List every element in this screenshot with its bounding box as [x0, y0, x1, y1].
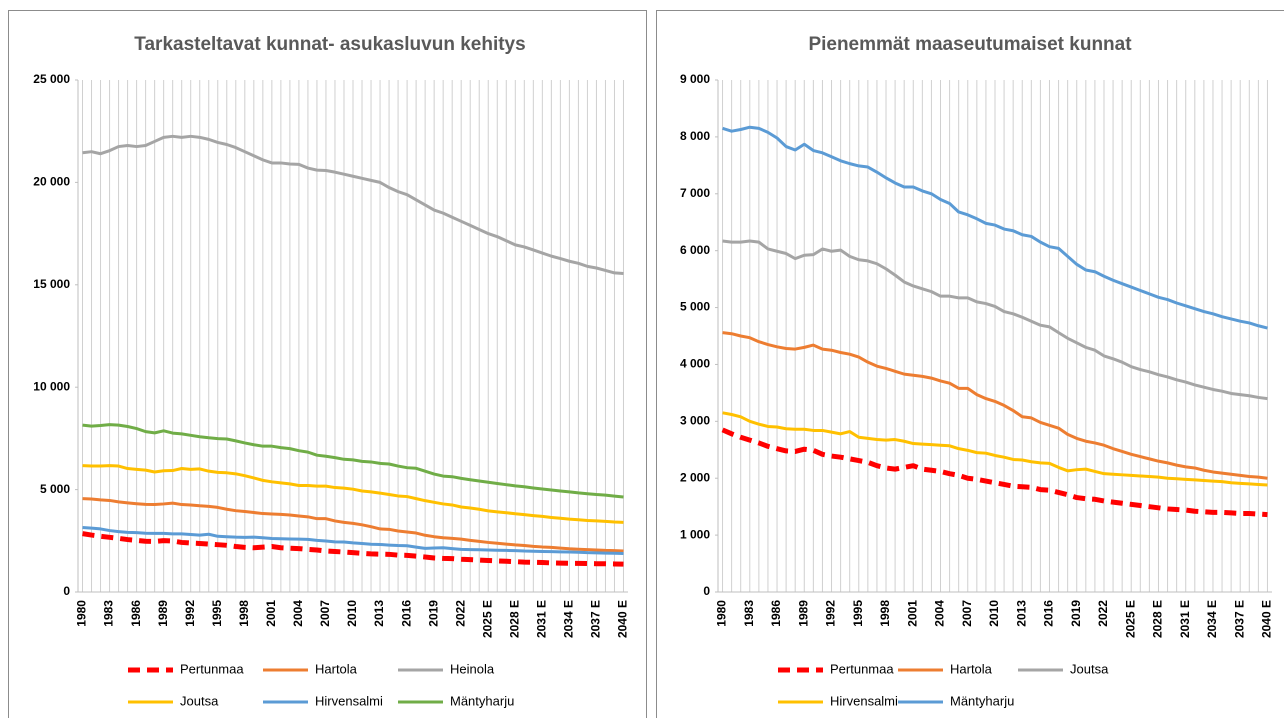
- x-tick-label: 1983: [102, 600, 116, 627]
- x-tick-label: 2001: [905, 600, 919, 627]
- series-line: [82, 423, 624, 499]
- y-tick-label: 5 000: [680, 300, 710, 314]
- x-tick-label: 2016: [399, 600, 413, 627]
- x-tick-label: 2010: [987, 600, 1001, 627]
- x-tick-label: 2040 E: [1260, 600, 1274, 638]
- legend-label: Mäntyharju: [450, 693, 514, 708]
- series-line: [82, 464, 624, 524]
- x-tick-label: 1980: [75, 600, 89, 627]
- y-tick-label: 6 000: [680, 243, 710, 257]
- x-tick-label: 1992: [183, 600, 197, 627]
- y-tick-label: 4 000: [680, 357, 710, 371]
- x-tick-label: 2016: [1042, 600, 1056, 627]
- x-tick-label: 1998: [237, 600, 251, 627]
- y-tick-label: 0: [703, 584, 710, 598]
- x-tick-label: 2004: [933, 600, 947, 627]
- x-tick-label: 1986: [769, 600, 783, 627]
- x-tick-label: 2007: [960, 600, 974, 627]
- legend-label: Pertunmaa: [180, 661, 244, 676]
- y-tick-label: 25 000: [33, 72, 70, 86]
- x-tick-label: 2001: [264, 600, 278, 627]
- y-tick-label: 8 000: [680, 129, 710, 143]
- legend-label: Joutsa: [180, 693, 219, 708]
- x-tick-label: 1998: [878, 600, 892, 627]
- x-tick-label: 2019: [426, 600, 440, 627]
- x-tick-label: 1986: [129, 600, 143, 627]
- legend-label: Pertunmaa: [830, 661, 894, 676]
- x-tick-label: 2031 E: [1178, 600, 1192, 638]
- legend-label: Mäntyharju: [950, 693, 1014, 708]
- x-tick-label: 2025 E: [480, 600, 494, 638]
- x-tick-label: 2028 E: [1151, 600, 1165, 638]
- x-tick-label: 1983: [742, 600, 756, 627]
- x-tick-label: 1989: [796, 600, 810, 627]
- legend-label: Hirvensalmi: [830, 693, 898, 708]
- x-tick-label: 2031 E: [535, 600, 549, 638]
- y-tick-label: 0: [63, 584, 70, 598]
- series-line: [721, 427, 1268, 518]
- x-tick-label: 1995: [210, 600, 224, 627]
- legend-label: Hartola: [950, 661, 993, 676]
- x-tick-label: 1980: [715, 600, 729, 627]
- x-tick-label: 2004: [291, 600, 305, 627]
- y-tick-label: 20 000: [33, 175, 70, 189]
- series-line: [722, 239, 1268, 401]
- x-tick-label: 2022: [453, 600, 467, 627]
- x-tick-label: 2019: [1069, 600, 1083, 627]
- series-line: [722, 411, 1268, 487]
- x-tick-label: 2034 E: [1205, 600, 1219, 638]
- y-tick-label: 7 000: [680, 186, 710, 200]
- x-tick-label: 2040 E: [616, 600, 630, 638]
- x-tick-label: 2010: [345, 600, 359, 627]
- y-tick-label: 5 000: [40, 482, 70, 496]
- x-tick-label: 2013: [1014, 600, 1028, 627]
- y-tick-label: 15 000: [33, 277, 70, 291]
- x-tick-label: 2013: [372, 600, 386, 627]
- y-tick-label: 9 000: [680, 72, 710, 86]
- x-tick-label: 2025 E: [1123, 600, 1137, 638]
- chart-title: Tarkasteltavat kunnat- asukasluvun kehit…: [134, 34, 525, 55]
- series-line: [82, 134, 624, 276]
- y-tick-label: 10 000: [33, 379, 70, 393]
- series-line: [82, 525, 624, 555]
- x-tick-label: 1989: [156, 600, 170, 627]
- y-tick-label: 2 000: [680, 470, 710, 484]
- x-tick-label: 1995: [851, 600, 865, 627]
- legend-label: Heinola: [450, 661, 495, 676]
- series-line: [82, 531, 624, 567]
- x-tick-label: 2028 E: [507, 600, 521, 638]
- x-tick-label: 2037 E: [1232, 600, 1246, 638]
- legend-label: Hartola: [315, 661, 358, 676]
- series-line: [722, 125, 1268, 330]
- x-tick-label: 2007: [318, 600, 332, 627]
- y-tick-label: 3 000: [680, 414, 710, 428]
- legend-label: Hirvensalmi: [315, 693, 383, 708]
- chart-title: Pienemmät maaseutumaiset kunnat: [808, 34, 1132, 55]
- x-tick-label: 2037 E: [589, 600, 603, 638]
- chart-panel: [8, 10, 647, 718]
- y-tick-label: 1 000: [680, 527, 710, 541]
- series-line: [82, 497, 624, 553]
- x-tick-label: 2034 E: [562, 600, 576, 638]
- x-tick-label: 1992: [824, 600, 838, 627]
- x-tick-label: 2022: [1096, 600, 1110, 627]
- legend-label: Joutsa: [1070, 661, 1109, 676]
- series-line: [722, 331, 1268, 480]
